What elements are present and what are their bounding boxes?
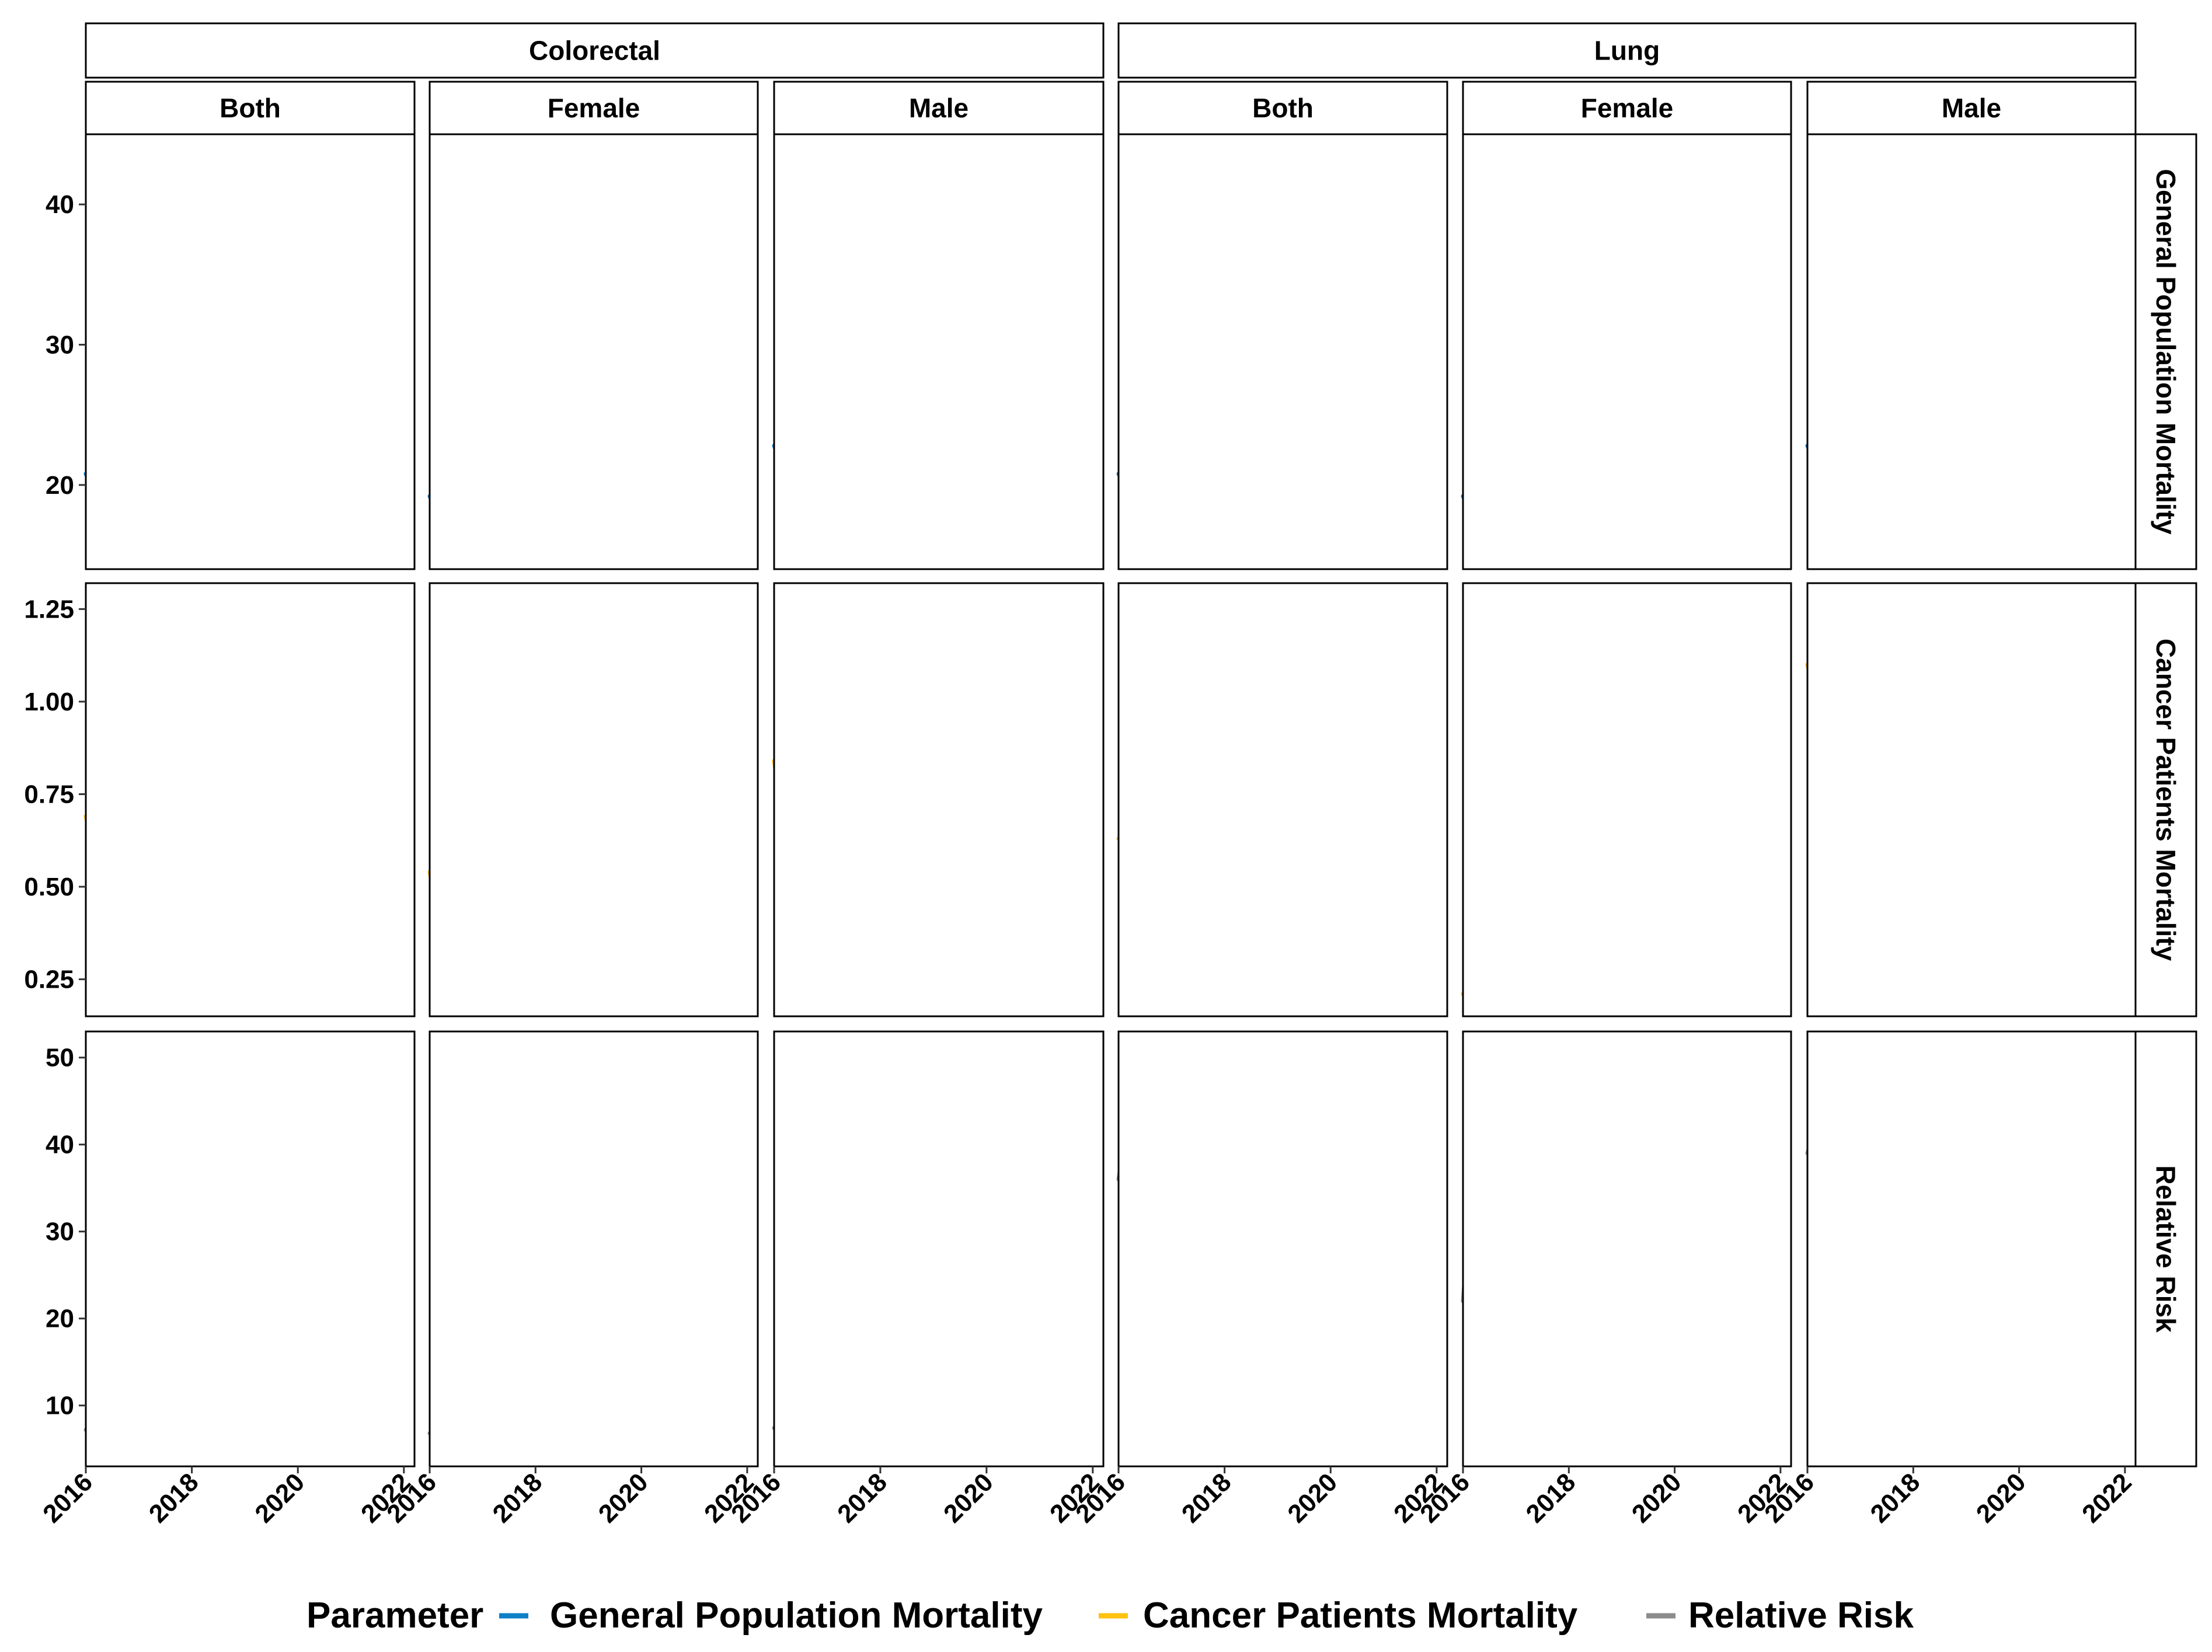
x-tick-label: 2020 <box>249 1468 310 1528</box>
legend-title: Parameter <box>306 1595 483 1636</box>
panel-frame-r2-c1 <box>429 1030 759 1468</box>
strip-row-2 <box>2134 1030 2197 1468</box>
strip-group-label: Lung <box>1594 36 1660 66</box>
y-tick-label: 30 <box>46 1218 74 1246</box>
y-tick-label: 0.75 <box>24 780 74 808</box>
panel-frame-r1-c2 <box>773 582 1105 1017</box>
x-tick-label: 2018 <box>1520 1468 1581 1528</box>
y-tick-label: 30 <box>46 330 74 359</box>
x-tick-label: 2016 <box>37 1468 98 1528</box>
x-tick-label: 2020 <box>1971 1468 2032 1528</box>
panel-frame-r0-c4 <box>1462 133 1792 570</box>
panel-frame-r1-c0 <box>85 582 416 1017</box>
panel-frame-r0-c0 <box>85 133 416 570</box>
legend-label-general-population: General Population Mortality <box>550 1595 1043 1636</box>
y-tick-label: 10 <box>46 1392 74 1420</box>
panel-frame-r0-c2 <box>773 133 1105 570</box>
strip-row-label: Cancer Patients Mortality <box>2151 639 2181 961</box>
strip-row-0 <box>2134 133 2197 570</box>
strip-sub-female <box>429 81 759 135</box>
strip-sub-label: Female <box>548 93 640 123</box>
strip-group-colorectal <box>85 22 1105 79</box>
strip-sub-female <box>1462 81 1792 135</box>
x-tick-label: 2018 <box>1176 1468 1237 1528</box>
frame-layer <box>85 133 2137 1468</box>
strip-sub-both <box>85 81 416 135</box>
x-tick-label: 2018 <box>487 1468 548 1528</box>
strip-sub-label: Male <box>1942 93 2001 123</box>
strip-sub-both <box>1117 81 1448 135</box>
y-tick-label: 0.50 <box>24 873 74 901</box>
panel-frame-r1-c3 <box>1117 582 1448 1017</box>
strip-row-1 <box>2134 582 2197 1017</box>
legend-label-relative-risk: Relative Risk <box>1688 1595 1914 1636</box>
y-tick-label: 1.00 <box>24 688 74 716</box>
x-tick-label: 2018 <box>1865 1468 1925 1528</box>
x-tick-label: 2020 <box>1282 1468 1343 1528</box>
panel-frame-r0-c3 <box>1117 133 1448 570</box>
y-tick-label: 0.25 <box>24 966 74 994</box>
y-tick-label: 40 <box>46 190 74 219</box>
strip-layer: Colorectal Lung Both Female Male Both Female Ma… <box>85 22 2197 1468</box>
y-tick-label: 50 <box>46 1044 74 1072</box>
panel-frame-r1-c4 <box>1462 582 1792 1017</box>
strip-group-lung <box>1117 22 2137 79</box>
x-tick-label: 2018 <box>832 1468 893 1528</box>
legend-label-cancer-patients: Cancer Patients Mortality <box>1143 1595 1578 1636</box>
y-tick-label: 1.25 <box>24 595 74 623</box>
strip-sub-label: Female <box>1581 93 1674 123</box>
y-tick-label: 20 <box>46 1305 74 1333</box>
legend-layer: Parameter General Population Mortality C… <box>306 1595 1914 1636</box>
panel-frame-r1-c5 <box>1806 582 2137 1017</box>
strip-group-label: Colorectal <box>529 36 660 66</box>
y-tick-label: 20 <box>46 471 74 500</box>
panel-frame-r2-c3 <box>1117 1030 1448 1468</box>
strip-row-label: General Population Mortality <box>2151 169 2181 535</box>
panel-frame-r0-c1 <box>429 133 759 570</box>
y-tick-label: 40 <box>46 1131 74 1159</box>
panel-frame-r1-c1 <box>429 582 759 1017</box>
panel-frame-r2-c5 <box>1806 1030 2137 1468</box>
strip-sub-male <box>773 81 1105 135</box>
strip-sub-label: Both <box>220 93 281 123</box>
strip-row-label: Relative Risk <box>2151 1165 2181 1333</box>
x-tick-label: 2022 <box>2077 1468 2137 1528</box>
strip-sub-male <box>1806 81 2137 135</box>
panel-frame-r2-c0 <box>85 1030 416 1468</box>
strip-sub-label: Male <box>909 93 969 123</box>
strip-sub-label: Both <box>1252 93 1314 123</box>
panel-frame-r2-c4 <box>1462 1030 1792 1468</box>
panel-frame-r0-c5 <box>1806 133 2137 570</box>
x-tick-label: 2018 <box>144 1468 204 1528</box>
x-tick-label: 2020 <box>1626 1468 1687 1528</box>
x-tick-label: 2020 <box>938 1468 999 1528</box>
x-tick-label: 2020 <box>593 1468 654 1528</box>
panel-frame-r2-c2 <box>773 1030 1105 1468</box>
